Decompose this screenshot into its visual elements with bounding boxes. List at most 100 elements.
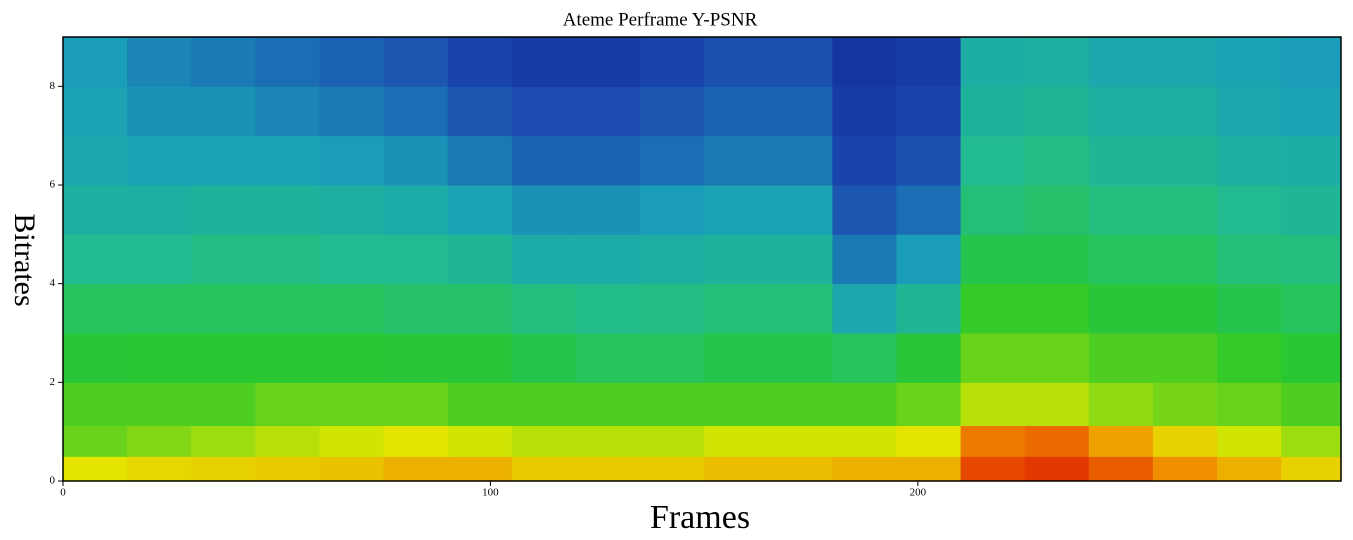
heatmap-cell: [896, 86, 962, 137]
heatmap-cell: [768, 185, 833, 235]
heatmap-cell: [768, 135, 833, 186]
heatmap-cell: [832, 37, 897, 87]
y-tick-label: 0: [50, 475, 56, 487]
heatmap-cell: [127, 37, 192, 87]
heatmap-cell: [1152, 333, 1218, 383]
heatmap-cell: [896, 185, 962, 235]
heatmap-cell: [1088, 456, 1154, 482]
heatmap-cell: [255, 86, 320, 137]
heatmap-cell: [191, 283, 256, 334]
heatmap-cell: [1217, 37, 1282, 87]
heatmap-cell: [896, 425, 962, 457]
heatmap-cell: [127, 234, 192, 285]
heatmap-cell: [832, 234, 897, 285]
heatmap-cell: [319, 86, 385, 137]
heatmap-cell: [640, 283, 705, 334]
heatmap-cell: [1152, 234, 1218, 285]
heatmap-cell: [63, 86, 128, 137]
heatmap-cell: [704, 425, 769, 457]
x-tick-label: 100: [482, 487, 499, 499]
heatmap-cell: [383, 37, 449, 87]
heatmap-cell: [896, 234, 962, 285]
heatmap-cell: [63, 425, 128, 457]
heatmap-cell: [704, 86, 769, 137]
heatmap-cell: [832, 135, 897, 186]
heatmap-cell: [255, 456, 320, 482]
heatmap-cell: [1217, 333, 1282, 383]
heatmap-cell: [575, 283, 641, 334]
heatmap-cell: [960, 135, 1026, 186]
heatmap-cell: [255, 425, 320, 457]
heatmap-cell: [575, 135, 641, 186]
heatmap-cell: [127, 283, 192, 334]
heatmap-cell: [640, 456, 705, 482]
heatmap-cell: [383, 234, 449, 285]
heatmap-cell: [447, 37, 513, 87]
heatmap-cell: [63, 283, 128, 334]
heatmap-cell: [640, 135, 705, 186]
heatmap-cell: [1152, 382, 1218, 426]
heatmap-cell: [896, 135, 962, 186]
heatmap-cell: [768, 333, 833, 383]
heatmap-cell: [383, 86, 449, 137]
heatmap-cell: [447, 425, 513, 457]
heatmap-cell: [447, 333, 513, 383]
heatmap-cell: [1152, 456, 1218, 482]
heatmap-cell: [704, 456, 769, 482]
heatmap-cell: [511, 456, 577, 482]
heatmap-cell: [319, 425, 385, 457]
heatmap-cell: [960, 382, 1026, 426]
heatmap-cell: [63, 37, 128, 87]
heatmap-cell: [511, 86, 577, 137]
heatmap-cell: [1217, 86, 1282, 137]
heatmap-cell: [1152, 135, 1218, 186]
heatmap-cell: [1152, 185, 1218, 235]
heatmap-cell: [319, 382, 385, 426]
heatmap-cell: [704, 37, 769, 87]
heatmap-cell: [1217, 283, 1282, 334]
heatmap-cell: [63, 135, 128, 186]
heatmap-cell: [640, 86, 705, 137]
heatmap-cell: [1152, 86, 1218, 137]
heatmap-cell: [896, 456, 962, 482]
heatmap-cell: [768, 456, 833, 482]
heatmap-cell: [319, 234, 385, 285]
heatmap-cell: [447, 382, 513, 426]
heatmap-cell: [1024, 135, 1090, 186]
heatmap-cell: [575, 37, 641, 87]
heatmap-cell: [511, 425, 577, 457]
heatmap-cell: [191, 185, 256, 235]
heatmap-cell: [255, 135, 320, 186]
heatmap-cell: [1281, 185, 1342, 235]
heatmap-cell: [640, 333, 705, 383]
heatmap-cell: [1281, 456, 1342, 482]
heatmap-cell: [63, 185, 128, 235]
heatmap-cell: [1217, 456, 1282, 482]
heatmap-cell: [1152, 425, 1218, 457]
heatmap-cell: [127, 425, 192, 457]
heatmap-cell: [960, 185, 1026, 235]
heatmap-cell: [832, 382, 897, 426]
heatmap-cell: [1088, 135, 1154, 186]
heatmap-cell: [832, 456, 897, 482]
heatmap-cell: [319, 283, 385, 334]
heatmap-cell: [704, 234, 769, 285]
heatmap-cell: [1088, 333, 1154, 383]
heatmap-cell: [768, 86, 833, 137]
heatmap-cell: [832, 283, 897, 334]
heatmap-cell: [1024, 456, 1090, 482]
heatmap-cell: [1088, 185, 1154, 235]
heatmap-cell: [1024, 283, 1090, 334]
heatmap-cell: [1024, 86, 1090, 137]
heatmap-cell: [511, 135, 577, 186]
heatmap-cell: [1217, 234, 1282, 285]
heatmap-cell: [1217, 425, 1282, 457]
heatmap-cell: [255, 234, 320, 285]
heatmap-cell: [191, 456, 256, 482]
heatmap-cell: [640, 382, 705, 426]
heatmap-cell: [1024, 382, 1090, 426]
heatmap-cell: [127, 86, 192, 137]
heatmap-cell: [640, 37, 705, 87]
heatmap-cell: [319, 456, 385, 482]
